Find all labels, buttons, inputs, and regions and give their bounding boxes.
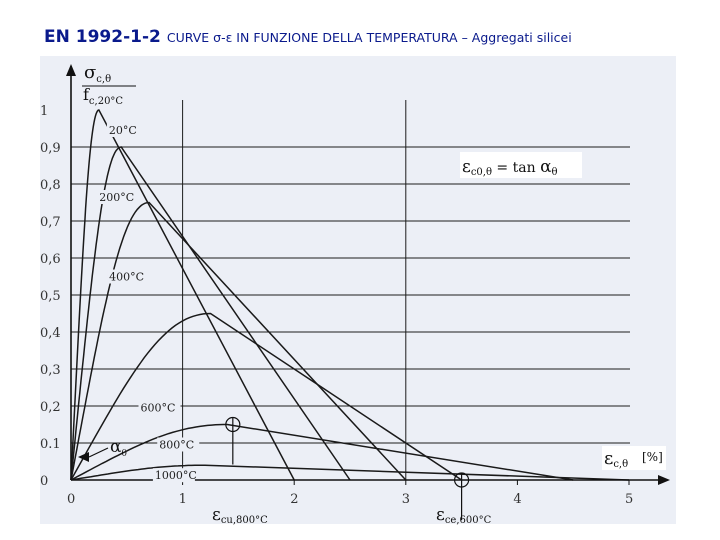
curve-label-bg-0 [106, 123, 149, 137]
y-tick-6: 0,6 [40, 252, 61, 267]
x-tick-5: 5 [625, 492, 633, 507]
y-tick-5: 0,5 [40, 289, 61, 304]
x-axis-label-bg [602, 446, 666, 470]
y-tick-8: 0,8 [40, 178, 61, 193]
y-tick-7: 0,7 [40, 215, 61, 230]
y-tick-9: 0,9 [40, 141, 61, 156]
curve-label-bg-3 [138, 400, 181, 415]
x-axis-label: εc,θ [604, 448, 628, 470]
slide-subtitle: CURVE σ-ε IN FUNZIONE DELLA TEMPERATURA … [166, 30, 572, 45]
curve-label-3: 600°C [141, 402, 176, 415]
chart-tick-labels: 0 0.1 0,2 0,3 0,4 0,5 0,6 0,7 0,8 0,9 1 0 1 2 3 4 5 [40, 104, 633, 507]
y-tick-10: 1 [40, 104, 48, 119]
slope-arrow-line [88, 447, 109, 458]
y-axis-label-top: σc,θ [84, 62, 111, 85]
curve-20c [70, 109, 295, 481]
y-tick-1: 0.1 [40, 437, 61, 452]
ecu-label: εcu,800°C [212, 505, 268, 526]
x-tick-3: 3 [402, 492, 410, 507]
formula-bg [460, 152, 582, 178]
x-tick-2: 2 [290, 492, 298, 507]
x-tick-0: 0 [67, 492, 75, 507]
curve-1000c [70, 464, 630, 481]
curve-600c [70, 312, 463, 481]
x-axis-unit: [%] [642, 450, 663, 464]
y-tick-0: 0 [40, 474, 48, 489]
chart-curves [70, 109, 630, 481]
slope-arrow-head [78, 452, 89, 462]
x-axis-arrow [658, 475, 670, 485]
slope-label: αθ [110, 437, 127, 459]
curve-label-1: 200°C [99, 191, 134, 204]
y-tick-4: 0,4 [40, 326, 61, 341]
y-tick-2: 0,2 [40, 400, 61, 415]
chart-grid [71, 100, 630, 480]
ece-label: εce,600°C [436, 505, 492, 526]
curve-label-2: 400°C [109, 271, 144, 284]
page-title: EN 1992-1-2 CURVE σ-ε IN FUNZIONE DELLA T… [44, 27, 572, 47]
x-tick-1: 1 [179, 492, 187, 507]
chart-annotations: σc,θfc,20°C εc,θ [%] αθ εc0,θ = tan αθ εcu,80… [78, 62, 666, 526]
curve-200c [70, 146, 351, 481]
y-tick-3: 0,3 [40, 363, 61, 378]
curve-label-5: 1000°C [155, 469, 197, 482]
curve-800c [70, 423, 574, 481]
y-axis-label-bottom: fc,20°C [83, 85, 123, 107]
curve-label-bg-5 [152, 468, 195, 483]
standard-code: EN 1992-1-2 [44, 27, 161, 47]
x-tick-4: 4 [513, 492, 521, 507]
chart-curve-labels: 20°C 200°C 400°C 600°C 800°C 1000°C [97, 123, 200, 483]
formula-text: εc0,θ = tan αθ [462, 157, 558, 178]
curve-label-bg-4 [157, 437, 200, 452]
curve-label-4: 800°C [159, 439, 194, 452]
y-axis-arrow [66, 64, 76, 76]
curve-label-0: 20°C [109, 124, 137, 137]
curve-label-bg-2 [107, 269, 150, 284]
curve-label-bg-1 [97, 190, 140, 204]
